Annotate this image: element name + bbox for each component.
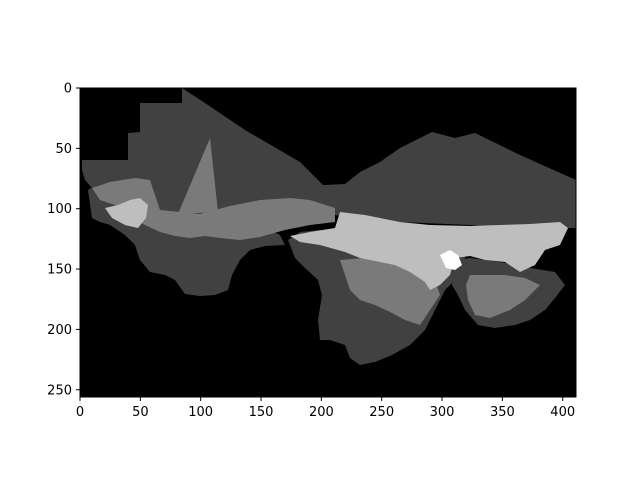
x-tick-label: 100 [188,405,213,420]
x-tick-label: 200 [309,405,334,420]
region-light-belt [290,212,568,290]
y-tick-label: 200 [47,323,72,338]
x-tick-label: 50 [132,405,149,420]
x-tick-label: 300 [430,405,455,420]
y-tick-label: 250 [47,383,72,398]
x-tick-label: 400 [550,405,575,420]
region-light-west [105,198,148,228]
x-tick-label: 250 [369,405,394,420]
region-white-spot [440,250,462,270]
y-tick-label: 50 [55,142,72,157]
y-tick-label: 100 [47,202,72,217]
map-image [82,88,576,365]
x-axis: 0 50 100 150 200 250 300 350 400 [76,397,575,420]
region-mid-west [92,178,335,240]
region-mid-triangle [178,138,218,214]
x-tick-label: 0 [76,405,84,420]
y-axis: 0 50 100 150 200 250 [47,82,80,398]
y-tick-label: 0 [64,82,72,97]
x-tick-label: 350 [490,405,515,420]
region-mid-southeast [466,275,540,318]
x-tick-label: 150 [249,405,274,420]
axes-frame [79,87,577,398]
y-tick-label: 150 [47,263,72,278]
plot-area [79,87,577,398]
